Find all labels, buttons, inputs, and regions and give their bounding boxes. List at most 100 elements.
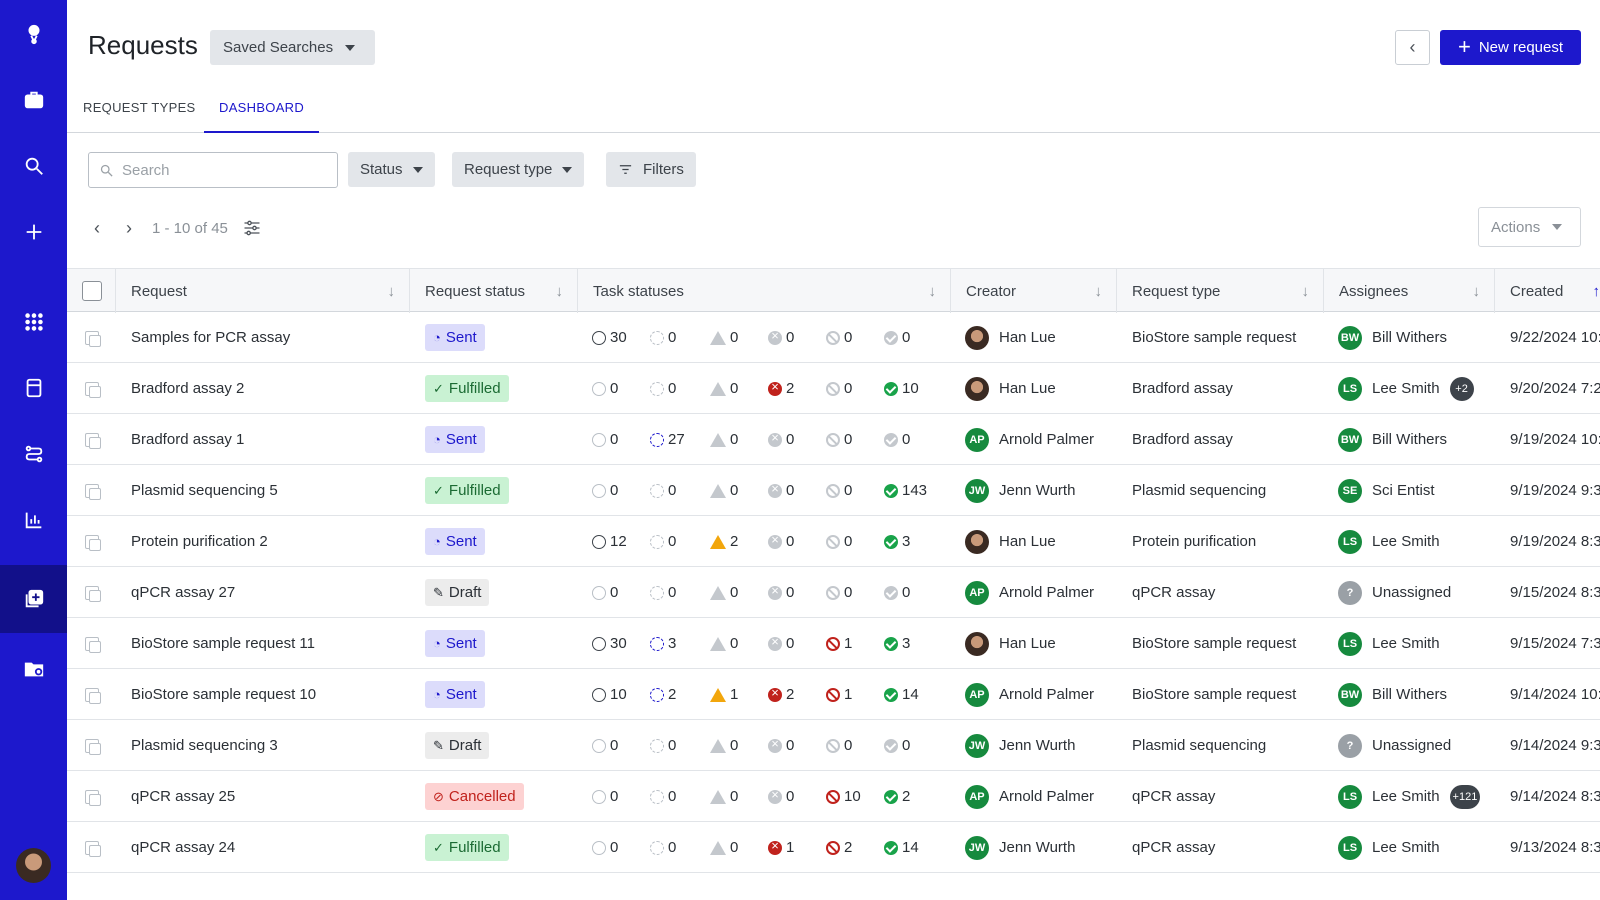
- request-type-filter-button[interactable]: Request type: [452, 152, 585, 187]
- request-name[interactable]: qPCR assay 25: [131, 788, 236, 805]
- row-select-icon[interactable]: [85, 516, 101, 567]
- search-icon[interactable]: [0, 132, 67, 200]
- column-header-task-statuses[interactable]: Task statuses ↓: [578, 269, 951, 313]
- task-count: 0: [610, 380, 619, 397]
- pagination: ‹ › 1 - 10 of 45: [88, 215, 262, 241]
- actions-label: Actions: [1491, 218, 1541, 236]
- task-count: 143: [902, 482, 928, 499]
- in-progress-task-icon: [650, 381, 664, 396]
- saved-searches-dropdown[interactable]: Saved Searches: [210, 30, 375, 65]
- analytics-icon[interactable]: [0, 486, 67, 554]
- completed-task-icon: [884, 330, 898, 345]
- task-status-count: 0: [826, 465, 852, 516]
- sort-arrow-icon[interactable]: ↓: [387, 282, 396, 300]
- failed-task-icon: [768, 685, 782, 702]
- new-request-button[interactable]: + New request: [1440, 30, 1581, 65]
- search-field[interactable]: [88, 152, 338, 188]
- status-badge: ✓ Fulfilled: [425, 465, 509, 516]
- column-header-creator[interactable]: Creator ↓: [951, 269, 1117, 313]
- user-avatar[interactable]: [16, 848, 51, 883]
- row-select-icon[interactable]: [85, 414, 101, 465]
- task-status-count: 0: [710, 363, 738, 414]
- request-type: BioStore sample request: [1132, 635, 1297, 652]
- row-select-icon[interactable]: [85, 720, 101, 771]
- status-label: Draft: [448, 737, 482, 754]
- sort-arrow-up-icon[interactable]: ↑: [1592, 282, 1600, 300]
- more-assignees-badge[interactable]: +2: [1449, 376, 1474, 401]
- filters-button[interactable]: Filters: [606, 152, 696, 187]
- next-page-button[interactable]: ›: [126, 217, 132, 238]
- more-assignees-badge[interactable]: +121: [1449, 784, 1481, 809]
- row-select-icon[interactable]: [85, 567, 101, 618]
- previous-page-button[interactable]: ‹: [94, 217, 100, 238]
- tab-dashboard[interactable]: DASHBOARD: [204, 100, 320, 133]
- task-count: 0: [902, 329, 911, 346]
- column-header-assignees[interactable]: Assignees ↓: [1324, 269, 1495, 313]
- table-row[interactable]: Protein purification 2 ◔ Sent 12 0 2 0 0 3 Han Lu…: [67, 516, 1600, 567]
- collapse-button[interactable]: ‹: [1395, 30, 1430, 65]
- open-task-icon: [592, 636, 606, 651]
- request-name[interactable]: qPCR assay 27: [131, 584, 236, 601]
- logo-icon[interactable]: [0, 0, 67, 68]
- table-row[interactable]: BioStore sample request 11◔Sent3030013Ha…: [67, 618, 1600, 669]
- sort-arrow-icon[interactable]: ↓: [1301, 282, 1310, 300]
- table-row[interactable]: Bradford assay 1 ◔ Sent 0 27 0 0 0 0 AP Arnold Pal…: [67, 414, 1600, 465]
- table-row[interactable]: Samples for PCR assay ◔ Sent 30 0 0 0 0 0 Han Lue…: [67, 312, 1600, 363]
- saved-searches-label: Saved Searches: [223, 39, 334, 56]
- request-name[interactable]: Samples for PCR assay: [131, 329, 291, 346]
- actions-dropdown[interactable]: Actions: [1478, 207, 1581, 247]
- status-filter-button[interactable]: Status: [348, 152, 435, 187]
- table-row[interactable]: Bradford assay 2 ✓Fulfilled 0 0 0 2 0 10 Han Lue…: [67, 363, 1600, 414]
- request-name[interactable]: BioStore sample request 10: [131, 686, 317, 703]
- table-row[interactable]: Plasmid sequencing 3 ✎Draft 0 0 0 0 0 0 JW Jenn W…: [67, 720, 1600, 771]
- column-header-created[interactable]: Created ↑: [1495, 269, 1600, 313]
- request-type: Plasmid sequencing: [1132, 737, 1267, 754]
- row-select-icon[interactable]: [85, 771, 101, 822]
- warning-task-icon: [710, 687, 726, 702]
- search-input[interactable]: [122, 161, 322, 179]
- column-header-request-type[interactable]: Request type ↓: [1117, 269, 1324, 313]
- request-name[interactable]: BioStore sample request 11: [131, 635, 315, 652]
- request-name[interactable]: Plasmid sequencing 3: [131, 737, 278, 754]
- task-status-count: 0: [826, 312, 852, 363]
- workflow-icon[interactable]: [0, 420, 67, 488]
- task-count: 0: [668, 329, 677, 346]
- column-header-request-status[interactable]: Request status ↓: [410, 269, 578, 313]
- column-label: Assignees: [1339, 282, 1409, 300]
- request-name[interactable]: Bradford assay 2: [131, 380, 245, 397]
- row-select-icon[interactable]: [85, 822, 101, 873]
- sort-arrow-icon[interactable]: ↓: [1094, 282, 1103, 300]
- request-name[interactable]: Plasmid sequencing 5: [131, 482, 278, 499]
- request-name[interactable]: qPCR assay 24: [131, 839, 236, 856]
- check-circle-icon: ✓: [433, 839, 444, 855]
- column-label: Creator: [966, 282, 1017, 300]
- column-header-request[interactable]: Request ↓: [116, 269, 410, 313]
- request-name[interactable]: Protein purification 2: [131, 533, 268, 550]
- task-count: 0: [902, 737, 911, 754]
- briefcase-icon[interactable]: [0, 66, 67, 134]
- sort-arrow-icon[interactable]: ↓: [1472, 282, 1481, 300]
- row-select-icon[interactable]: [85, 669, 101, 720]
- row-select-icon[interactable]: [85, 465, 101, 516]
- sort-arrow-icon[interactable]: ↓: [555, 282, 564, 300]
- select-all-checkbox[interactable]: [82, 281, 102, 301]
- notebook-icon[interactable]: [0, 354, 67, 422]
- failed-task-icon: [768, 430, 782, 447]
- folder-icon[interactable]: [0, 635, 67, 703]
- table-row[interactable]: qPCR assay 24 ✓Fulfilled 0 0 0 1 2 14 JW Jenn Wur…: [67, 822, 1600, 873]
- requests-icon[interactable]: [0, 565, 67, 633]
- task-status-count: 0: [592, 567, 618, 618]
- sort-arrow-icon[interactable]: ↓: [928, 282, 937, 300]
- tab-request-types[interactable]: REQUEST TYPES: [83, 100, 196, 115]
- row-select-icon[interactable]: [85, 363, 101, 414]
- row-select-icon[interactable]: [85, 618, 101, 669]
- apps-grid-icon[interactable]: [0, 288, 67, 356]
- plus-icon[interactable]: [0, 198, 67, 266]
- request-name[interactable]: Bradford assay 1: [131, 431, 245, 448]
- table-row[interactable]: qPCR assay 27 ✎Draft 0 0 0 0 0 0 AP Arnold Palmer…: [67, 567, 1600, 618]
- table-row[interactable]: Plasmid sequencing 5 ✓Fulfilled 0 0 0 0 0 143 JW…: [67, 465, 1600, 516]
- table-row[interactable]: BioStore sample request 10 ◔ Sent 10 2 1 2 1 14 A…: [67, 669, 1600, 720]
- column-settings-icon[interactable]: [242, 218, 262, 238]
- table-row[interactable]: qPCR assay 25 ⊘Cancelled 0 0 0 0 10 2 AP Arnold P…: [67, 771, 1600, 822]
- row-select-icon[interactable]: [85, 312, 101, 363]
